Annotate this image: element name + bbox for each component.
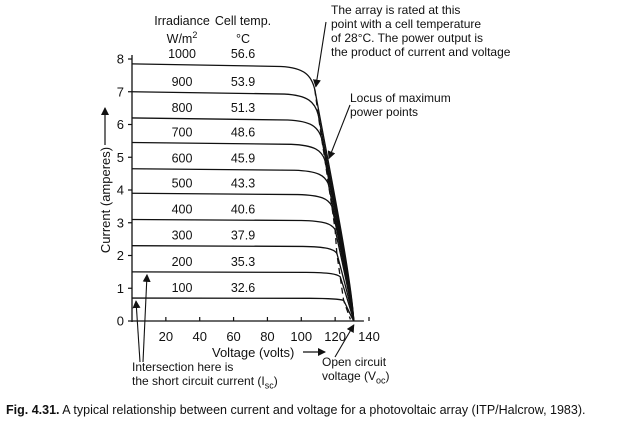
mpp-locus-line <box>314 89 352 320</box>
cell-temp-value-700: 48.6 <box>231 126 255 140</box>
table-header-irradiance-unit: W/m2 <box>167 30 198 46</box>
x-tick-label: 40 <box>192 329 206 344</box>
y-axis-label: Current (amperes) <box>98 147 113 253</box>
irradiance-value-500: 500 <box>172 176 193 190</box>
open-circuit-annotation: Open circuit voltage (Voc) <box>322 355 390 386</box>
y-tick-label: 4 <box>117 183 124 198</box>
cell-temp-value-900: 53.9 <box>231 75 255 89</box>
cell-temp-value-1000: 56.6 <box>231 47 255 61</box>
x-tick-label: 100 <box>290 329 312 344</box>
x-tick-label: 80 <box>260 329 274 344</box>
y-tick-label: 2 <box>117 248 124 263</box>
cell-temp-value-100: 32.6 <box>231 281 255 295</box>
irradiance-value-200: 200 <box>172 255 193 269</box>
rated-point-arrow <box>312 21 327 88</box>
axes: 0 1 2 3 4 5 6 7 8 20 40 60 80 100 120 140 Voltage (volts… <box>98 52 380 361</box>
irradiance-value-100: 100 <box>172 281 193 295</box>
irradiance-value-300: 300 <box>172 229 193 243</box>
cell-temp-value-500: 43.3 <box>231 176 255 190</box>
locus-layer <box>314 89 352 320</box>
irradiance-value-900: 900 <box>172 75 193 89</box>
x-tick-label: 140 <box>358 329 380 344</box>
cell-temp-value-200: 35.3 <box>231 255 255 269</box>
caption-text: A typical relationship between current a… <box>59 403 586 417</box>
cell-temp-value-400: 40.6 <box>231 202 255 216</box>
locus-arrow <box>327 104 351 160</box>
y-tick-label: 8 <box>117 52 124 67</box>
irradiance-value-700: 700 <box>172 126 193 140</box>
cell-temp-value-800: 51.3 <box>231 101 255 115</box>
irradiance-value-800: 800 <box>172 101 193 115</box>
table-header-irradiance: Irradiance <box>154 14 210 28</box>
table-header-cell-temp: Cell temp. <box>215 14 271 28</box>
irradiance-value-600: 600 <box>172 152 193 166</box>
iv-chart: 0 1 2 3 4 5 6 7 8 20 40 60 80 100 120 140 Voltage (volts… <box>98 14 380 363</box>
short-circuit-arrow-2 <box>142 273 151 363</box>
y-tick-label: 6 <box>117 117 124 132</box>
y-tick-label: 1 <box>117 281 124 296</box>
irradiance-value-1000: 1000 <box>168 47 196 61</box>
x-axis-label: Voltage (volts) <box>212 345 294 360</box>
y-tick-label: 7 <box>117 84 124 99</box>
rated-point-annotation: The array is rated at this point with a … <box>331 3 511 59</box>
y-tick-label: 5 <box>117 150 124 165</box>
cell-temp-value-300: 37.9 <box>231 229 255 243</box>
y-tick-label: 3 <box>117 215 124 230</box>
iv-curve-200 <box>131 271 355 322</box>
short-circuit-arrow-1 <box>132 300 141 363</box>
cell-temp-value-600: 45.9 <box>231 152 255 166</box>
data-table: Irradiance W/m2 Cell temp. °C 1000 56.6 900 53.… <box>154 14 271 295</box>
annotation-arrows <box>132 21 355 363</box>
irradiance-value-400: 400 <box>172 202 193 216</box>
figure-number: Fig. 4.31. <box>6 403 60 417</box>
table-header-cell-temp-unit: °C <box>236 32 250 46</box>
x-tick-label: 120 <box>324 329 346 344</box>
open-circuit-arrow <box>334 324 355 358</box>
x-tick-label: 20 <box>159 329 173 344</box>
short-circuit-annotation: Intersection here is the short circuit c… <box>132 360 278 391</box>
y-tick-label: 0 <box>117 314 124 329</box>
locus-annotation: Locus of maximum power points <box>350 91 451 119</box>
x-tick-label: 60 <box>226 329 240 344</box>
figure-caption: Fig. 4.31. A typical relationship betwee… <box>6 403 585 417</box>
